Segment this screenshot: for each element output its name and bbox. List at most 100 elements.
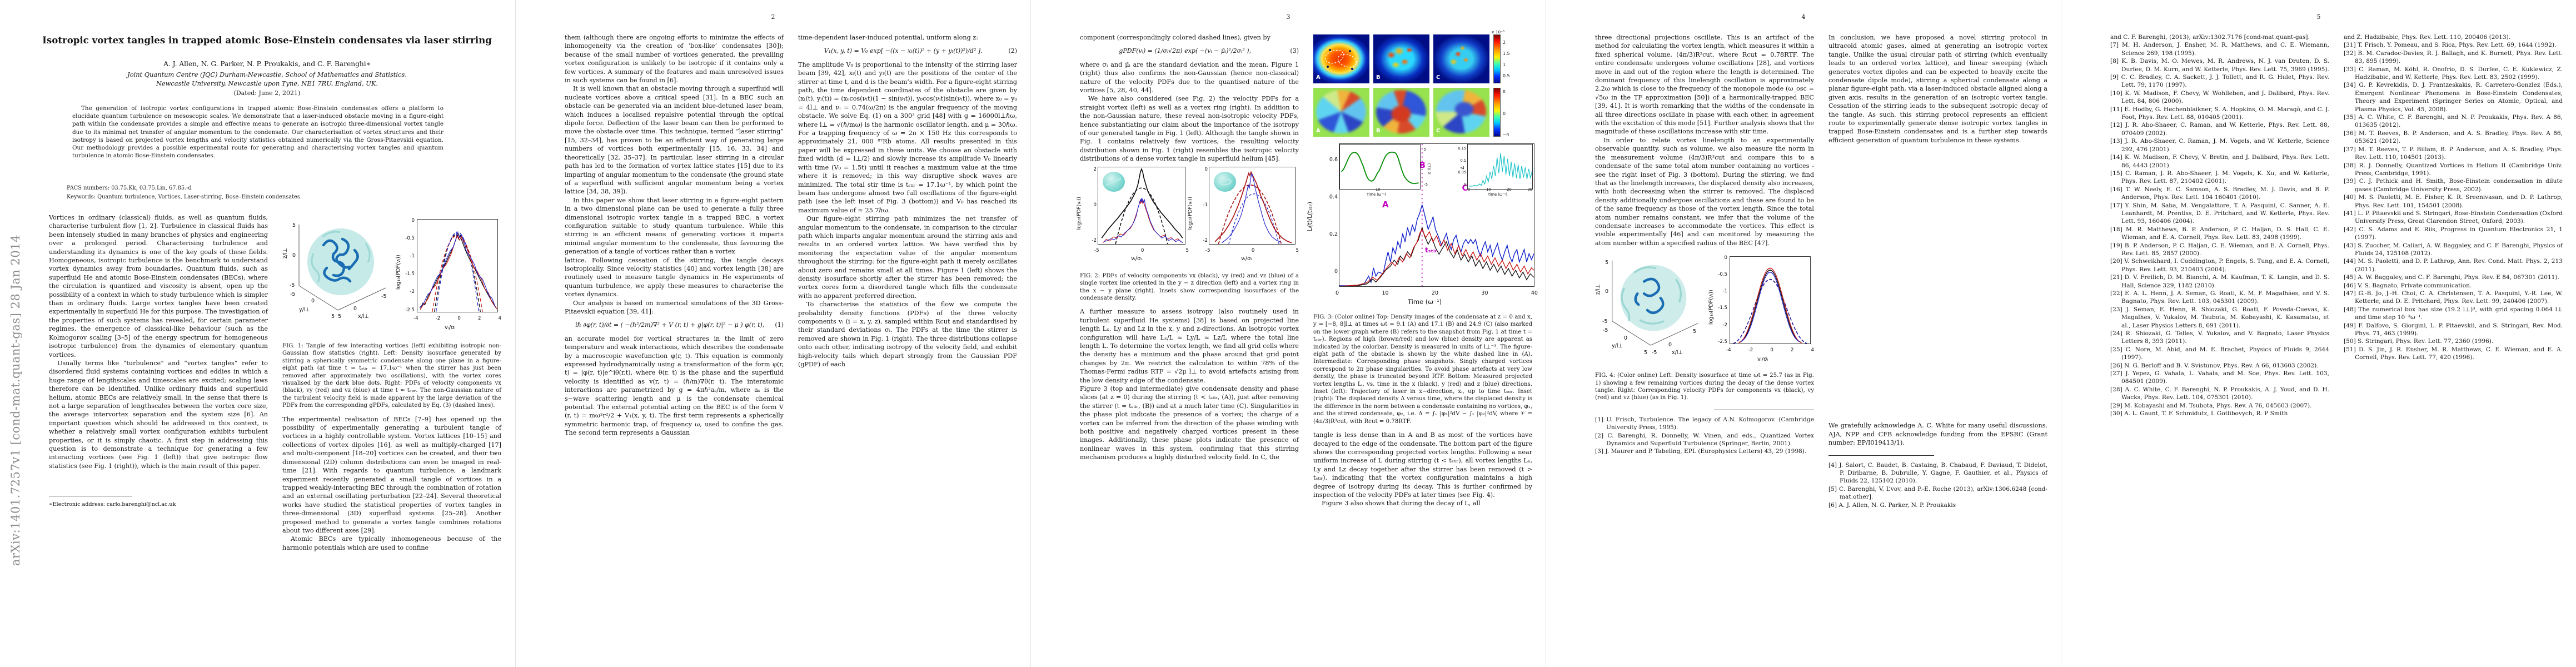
- fig1-x-tick: 0: [353, 306, 357, 312]
- fig2-left-inset-isosurface: [1103, 171, 1125, 192]
- fig2-right-xlabel: vᵢ/σᵢ: [1241, 255, 1252, 262]
- colorbar-tick: 2: [1503, 40, 1506, 45]
- tick-label: -2: [410, 289, 415, 295]
- tick-label: -2.5: [405, 307, 415, 313]
- tick-label: 2: [1093, 166, 1097, 172]
- fig4-pdf-yticks: 0 -0.5 -1 -1.5 -2 -2.5: [1714, 254, 1727, 346]
- fig2-right-plot: log₁₀(PDF(vᵢ)) 0 -1 -2 -5 0 5 vᵢ/σᵢ: [1188, 166, 1299, 269]
- reference-item: [22] E. A. L. Henn, J. A. Seman, G. Roat…: [2110, 290, 2329, 305]
- fig3-phase-panel-C: C: [1433, 88, 1489, 137]
- p3-column-2: A B C x 10⁻³ 2 1.5 1 0.5: [1307, 29, 1538, 508]
- fig2-left-xticks: -5 0 5: [1094, 247, 1189, 255]
- reference-item: [9] C. C. Bradley, C. A. Sackett, J. J. …: [2110, 74, 2329, 89]
- colorbar-tick: 1: [1503, 62, 1506, 67]
- fig4-z-tick: 5: [1605, 260, 1609, 266]
- tick-label: -2: [1722, 322, 1727, 328]
- p3-column-1: component (correspondingly colored dashe…: [1077, 33, 1299, 462]
- tick-label: 0: [1724, 255, 1727, 261]
- figure-3: A B C x 10⁻³ 2 1.5 1 0.5: [1307, 29, 1538, 311]
- footnote-text: ∗Electronic address: carlo.barenghi@ncl.…: [49, 501, 176, 508]
- fig4-z-tick: 0: [1605, 288, 1609, 295]
- reference-item: [24] R. Shiozaki, G. Telles, V. Yukalov,…: [2110, 330, 2329, 345]
- body-paragraph: component (correspondingly colored dashe…: [1080, 34, 1270, 41]
- reference-item: [4] J. Salort, C. Baudet, B. Castaing, B…: [1828, 461, 2047, 485]
- reference-item: [29] M. Kobayashi and M. Tsubota, Phys. …: [2110, 402, 2312, 409]
- equation-3-number: (3): [1290, 47, 1299, 55]
- fig3-insetR-xlabel: Time (ω⁻¹): [1488, 192, 1508, 197]
- body-paragraph: We have also considered (see Fig. 2) the…: [1080, 95, 1299, 163]
- page-3: 3 component (correspondingly colored das…: [1030, 0, 1546, 667]
- colorbar-title: x 10⁻³: [1492, 29, 1504, 34]
- tick-label: 10: [1376, 187, 1381, 192]
- body-paragraph: Atomic BECs are typically inhomogeneous …: [282, 535, 501, 551]
- fig4-x-tick: 0: [1668, 342, 1672, 349]
- panel-label: B: [1376, 127, 1381, 134]
- body-paragraph: time-dependent laser-induced potential, …: [798, 34, 978, 41]
- acknowledgments-paragraph: We gratefully acknowledge A. C. White fo…: [1828, 422, 2047, 447]
- fig3-caption: FIG. 3: (Color online) Top: Density imag…: [1313, 314, 1532, 425]
- reference-item: [16] T. W. Neely, E. C. Samson, A. S. Br…: [2110, 186, 2329, 201]
- fig4-x-tick: -5: [1652, 350, 1657, 356]
- fig3-insetR-xticks: 0 10 20 30: [1468, 186, 1532, 194]
- reference-item: [19] B. P. Anderson, P. C. Haljan, C. E.…: [2110, 242, 2329, 257]
- body-paragraph: three directional projections oscillate.…: [1595, 34, 1814, 136]
- fig1-pdf-curves: [419, 231, 497, 312]
- keywords-line: Keywords: Quantum turbulence, Vortices, …: [67, 194, 300, 200]
- tick-label: -2: [1203, 238, 1208, 244]
- tick-label: 5: [1423, 147, 1426, 152]
- body-paragraph: Our figure-eight stirring path minimizes…: [798, 215, 1017, 300]
- fig2-right-xticks: -5 0 5: [1205, 247, 1299, 255]
- fig3-density-colorbar: x 10⁻³ 2 1.5 1 0.5: [1492, 29, 1509, 83]
- reference-item: [39] C. J. Pethick and H. Smith, Bose-Ei…: [2344, 178, 2563, 193]
- fig1-y-axis-label: y/l⊥: [299, 307, 310, 313]
- page-number-5: 5: [2316, 13, 2321, 21]
- tick-label: 30: [1527, 187, 1532, 192]
- p5-references-right: and Z. Hadzibabic, Phys. Rev. Lett. 110,…: [2344, 33, 2563, 362]
- fig2-right-yticks: 0 -1 -2: [1198, 166, 1208, 246]
- fig1-pdf-xticks: -4 -2 0 2 4: [413, 315, 501, 323]
- page-number-2: 2: [771, 13, 775, 21]
- tick-label: 0: [1251, 247, 1255, 253]
- p4-column-2: In conclusion, we have proposed a novel …: [1828, 33, 2047, 509]
- fig1-pdf-plot: log₁₀(PDF(vᵢ)) 0 -0.5 -1 -1.5 -2 -2.5 -4 -2 0 2 4: [396, 215, 501, 340]
- page-2: 2 them (although there are ongoing effor…: [515, 0, 1030, 667]
- reference-item: [7] M. H. Anderson, J. Ensher, M. R. Mat…: [2110, 42, 2329, 57]
- tick-label: -4: [413, 316, 418, 321]
- reference-item: [49] F. Dalfovo, S. Giorgini, L. P. Pita…: [2344, 322, 2563, 337]
- reference-item: [20] V. Schweikhard, I. Coddington, P. E…: [2110, 258, 2329, 273]
- panel-label: A: [1316, 127, 1321, 134]
- abstract-text: The generation of isotropic vortex confi…: [72, 105, 444, 160]
- authors-line: A. J. Allen, N. G. Parker, N. P. Proukak…: [163, 60, 371, 68]
- page-4: 4 three directional projections oscillat…: [1546, 0, 2061, 667]
- tick-label: 0: [1463, 182, 1466, 187]
- fig3-phase-panel-A: A: [1313, 88, 1369, 137]
- fig4-isosurface-graphic: [1612, 261, 1698, 346]
- tick-label: 0: [1336, 290, 1339, 296]
- reference-item: [11] E. Hodby, G. Hechenblaikner, S. A. …: [2110, 106, 2329, 121]
- page-1: arXiv:1401.7257v1 [cond-mat.quant-gas] 2…: [0, 0, 515, 667]
- fig3-plot-xticks: 0 10 20 30 40: [1336, 289, 1538, 297]
- fig3-insetR-yticks: 0.15 0.1 0.05 0: [1457, 145, 1466, 189]
- tick-label: 4: [498, 316, 501, 321]
- tick-label: 20: [1507, 187, 1512, 192]
- figure-2: log₁₀(PDF(vᵢ)) 2 0 -2 -5 0 5 vᵢ/σᵢ: [1077, 165, 1299, 270]
- p4-references-right: [4] J. Salort, C. Baudet, B. Castaing, B…: [1828, 461, 2047, 509]
- colorbar-tick: −π: [1503, 132, 1509, 137]
- reference-item: [27] J. Yepez, G. Vahala, L. Vahala, and…: [2110, 370, 2329, 385]
- tick-label: -1: [1203, 202, 1208, 208]
- body-paragraph: Usually terms like “turbulence” and “vor…: [49, 359, 268, 470]
- reference-item: [12] J. R. Abo-Shaeer, C. Raman, and W. …: [2110, 122, 2329, 137]
- fig2-left-xlabel: vᵢ/σᵢ: [1131, 255, 1142, 262]
- tick-label: -1: [410, 253, 415, 260]
- panel-label: A: [1316, 74, 1321, 81]
- dated-line: (Dated: June 2, 2021): [233, 89, 301, 97]
- reference-item: [6] A. J. Allen, N. G. Parker, N. P. Pro…: [1828, 501, 1956, 509]
- fig3-mark-B: B: [1419, 160, 1426, 170]
- tick-label: 0: [1140, 247, 1144, 253]
- p1-column-2: z/l⊥ 5 0 -5 -5 0 y/l⊥ 5 5 0 x/l⊥ -5 log₁…: [282, 213, 501, 552]
- fig4-z-tick: -5: [1602, 318, 1608, 325]
- reference-item: [30] A. L. Gaunt, T. F. Schmidutz, I. Go…: [2110, 410, 2288, 417]
- tick-label: 0: [1334, 268, 1338, 275]
- tick-label: 0.1: [1460, 158, 1467, 163]
- reference-item: [34] G. P. Kevrekidis, D. J. Frantzeskak…: [2344, 82, 2563, 113]
